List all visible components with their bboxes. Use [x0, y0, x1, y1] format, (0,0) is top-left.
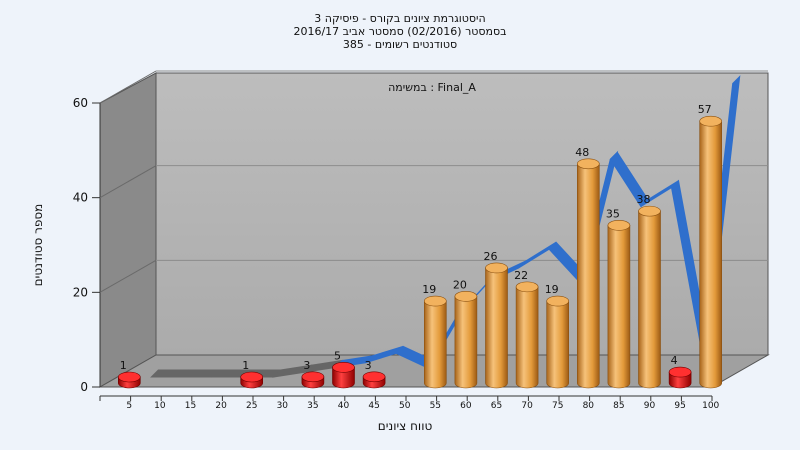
- bar-top: [332, 362, 355, 373]
- bar-top: [638, 205, 661, 217]
- bar-top: [668, 366, 692, 378]
- bar: [576, 158, 600, 389]
- gridlines: [99, 70, 768, 293]
- bar-body: [607, 225, 631, 389]
- gridline-side: [99, 70, 157, 104]
- bar: [485, 262, 508, 389]
- x-tick-label: 20: [215, 401, 227, 411]
- x-tick-label: 85: [613, 401, 624, 411]
- bar: [638, 205, 661, 389]
- bar-top: [699, 115, 723, 127]
- x-tick-label: 100: [702, 401, 719, 411]
- bar-body: [485, 267, 508, 389]
- chart-titles: היסטוגרמת ציונים בקורס - פיסיקה 3 בסמסטר…: [293, 12, 506, 51]
- bar: [118, 371, 141, 389]
- bar-label: 26: [484, 250, 498, 263]
- gridline-side: [99, 165, 157, 199]
- y-axis: 0 20 40 60: [73, 96, 100, 394]
- bar-label: 38: [637, 193, 651, 206]
- x-tick-label: 60: [460, 401, 472, 411]
- bar: [546, 295, 570, 389]
- x-tick-label: 70: [521, 401, 533, 411]
- bar: [362, 371, 386, 389]
- bar-body: [454, 296, 478, 389]
- bar: [515, 281, 539, 389]
- bar-label: 20: [453, 278, 467, 291]
- bar: [423, 295, 447, 389]
- bar: [301, 371, 325, 389]
- bar: [668, 366, 692, 389]
- x-tick-label: 25: [246, 401, 257, 411]
- bar-top: [454, 291, 478, 302]
- bar: [240, 371, 263, 389]
- bar-top: [423, 295, 447, 307]
- bar-top: [240, 371, 263, 383]
- annotation: במשימה : Final_A: [388, 81, 476, 94]
- bar-top: [515, 281, 539, 293]
- bar-label: 3: [365, 359, 372, 372]
- bar-top: [362, 371, 386, 383]
- bar-label: 48: [575, 146, 589, 159]
- title-line-1: היסטוגרמת ציונים בקורס - פיסיקה 3: [314, 12, 485, 25]
- bar-body: [546, 300, 569, 389]
- x-tick-label: 65: [491, 401, 502, 411]
- bar-label: 35: [606, 207, 620, 220]
- bar-label: 19: [422, 283, 436, 296]
- bar-body: [638, 210, 661, 389]
- x-tick-label: 10: [154, 401, 166, 411]
- bar-top: [576, 158, 600, 170]
- y-tick-label: 60: [73, 96, 88, 110]
- bar-top: [118, 371, 141, 383]
- bar: [332, 362, 355, 389]
- title-line-2: בסמסטר (02/2016) סמסטר אביב 2016/17: [293, 25, 506, 38]
- bar-top: [607, 220, 631, 231]
- x-tick-label: 15: [185, 401, 196, 411]
- y-tick-label: 20: [73, 285, 88, 299]
- bar-label: 19: [545, 283, 559, 296]
- x-tick-label: 40: [338, 401, 350, 411]
- x-tick-label: 80: [583, 401, 595, 411]
- bar-body: [332, 367, 355, 389]
- bar-label: 1: [242, 359, 249, 372]
- bar-label: 3: [303, 359, 310, 372]
- x-tick-label: 90: [644, 401, 656, 411]
- side-wall: [99, 72, 157, 388]
- bar-top: [485, 262, 508, 274]
- bar-label: 57: [698, 103, 712, 116]
- x-tick-label: 30: [277, 401, 289, 411]
- y-axis-label: מספר סטודנטים: [31, 204, 45, 287]
- x-tick-label: 95: [674, 401, 685, 411]
- bar-label: 4: [671, 354, 678, 367]
- x-tick-label: 5: [126, 401, 132, 411]
- bar-label: 22: [514, 269, 528, 282]
- bar: [699, 115, 723, 389]
- gridline-side: [99, 259, 157, 293]
- x-tick-label: 35: [307, 401, 318, 411]
- bar-top: [546, 295, 570, 307]
- y-tick-label: 0: [80, 380, 88, 394]
- bar-body: [577, 163, 600, 389]
- x-axis: 5 10 15 20 25 30 35 40 45 50 55 60 65 70 75 80 85 90 95 100: [99, 396, 720, 411]
- y-tick-label: 40: [73, 191, 88, 205]
- bar: [607, 220, 631, 389]
- bar-label: 5: [334, 349, 341, 362]
- title-line-3: סטודנטים רשומים - 385: [343, 38, 457, 51]
- bar-body: [424, 300, 447, 389]
- x-tick-label: 50: [399, 401, 411, 411]
- bar-body: [515, 286, 539, 389]
- bar-top: [301, 371, 325, 383]
- x-tick-label: 55: [430, 401, 441, 411]
- x-tick-label: 45: [368, 401, 379, 411]
- bars: [118, 115, 723, 389]
- x-axis-label: טווח ציונים: [378, 419, 433, 433]
- bar-body: [699, 120, 722, 389]
- x-tick-label: 75: [552, 401, 563, 411]
- bar-label: 1: [120, 359, 127, 372]
- bar: [454, 291, 478, 389]
